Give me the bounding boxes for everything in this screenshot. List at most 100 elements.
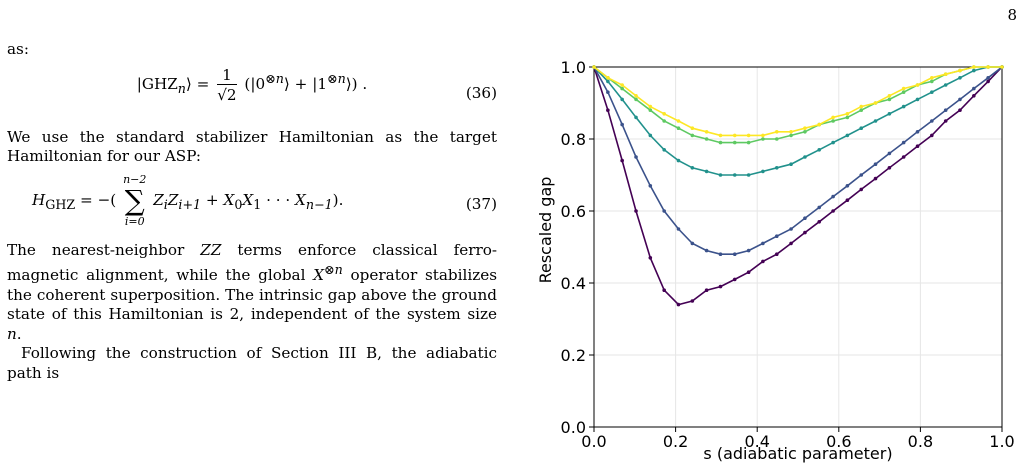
series-1-point [859,187,864,192]
series-5-point [958,68,962,73]
series-5-point [690,126,695,130]
chart-grid [593,66,1003,428]
series-3-point [676,158,681,163]
series-5-point [732,133,737,138]
text-column: as: |GHZn⟩ = 1 √2 (|0⊗n⟩ + |1⊗n⟩) . (36)… [7,40,497,383]
series-1-point [662,288,666,293]
series-1-point [943,119,948,123]
paragraph-1: We use the standard stabilizer Hamiltoni… [7,127,497,166]
series-1-point [746,270,751,275]
series-3-point [943,83,948,87]
series-1-point [972,94,976,98]
series-2-point [606,90,610,94]
series-2-point [662,209,666,213]
series-4-point [718,140,723,145]
y-axis-label: Rescaled gap [536,177,555,284]
series-1-point [817,220,822,224]
series-5-point [915,83,920,87]
series-5-point [831,115,835,120]
series-3-point [634,115,638,120]
series-line-3 [593,66,1002,176]
series-4-point [845,115,850,120]
series-2-point [676,227,681,231]
series-5-point [606,76,610,80]
series-3-point [873,119,878,123]
intro-text: as: [7,40,29,58]
series-3-point [887,112,892,116]
series-4-point [901,90,906,94]
series-1-point [704,288,709,293]
y-tick-label: 0.2 [561,346,586,365]
series-2-point [930,119,934,123]
series-4-point [831,119,835,123]
y-tick-label: 0.6 [561,202,586,221]
series-5-point [704,130,709,134]
series-5-point [676,119,681,123]
series-2-point [718,252,723,256]
series-4-point [704,137,709,141]
series-4-point [634,97,638,102]
series-2-point [943,108,948,112]
series-3-point [620,97,624,102]
page-number: 8 [1007,6,1017,24]
eq36-number: (36) [465,83,497,102]
series-4-point [761,137,765,141]
series-3-point [817,148,822,152]
series-3-point [915,97,920,102]
series-5-point [746,133,751,138]
series-1-point [774,252,779,256]
series-3-point [732,173,737,177]
series-1-point [831,209,835,213]
series-2-point [845,184,850,188]
series-2-point [901,140,906,145]
series-4-point [620,86,624,91]
series-3-point [859,126,864,130]
series-2-point [915,130,920,134]
series-5-point [648,104,653,109]
series-5-point [817,122,822,127]
series-1-point [732,277,737,282]
y-tick-label: 0.8 [561,130,586,149]
series-5-point [845,112,850,116]
series-5-point [943,72,948,76]
series-1-point [873,176,878,181]
series-4-point [676,126,681,130]
series-1-point [986,79,990,84]
series-3-point [662,148,666,152]
series-5-point [1000,65,1004,69]
series-5-point [774,130,779,134]
series-1-point [606,108,610,112]
series-3-point [901,104,906,109]
series-line-2 [593,66,1003,255]
x-tick-label: 0.4 [744,432,769,451]
series-4-point [930,79,934,84]
series-1-point [930,133,934,138]
chart-axes [593,66,1003,428]
paragraph-2: The nearest-neighbor ZZ terms enforce cl… [7,240,497,343]
x-tick-label: 0.6 [826,432,851,451]
series-3-point [606,79,610,84]
series-5-point [986,65,990,69]
series-5-point [930,76,934,80]
series-4-point [732,140,737,145]
x-tick-label: 0.8 [908,432,933,451]
series-4-point [690,133,695,138]
series-3-point [831,140,835,145]
series-3-point [761,169,765,174]
series-5-point [592,65,596,69]
series-1-point [690,299,695,303]
series-5-point [634,94,638,98]
series-1-point [915,144,920,148]
series-1-point [648,255,653,260]
series-2-point [831,194,835,199]
series-1-point [901,155,906,159]
series-3-point [774,166,779,170]
series-4-point [803,130,807,134]
series-3-point [690,166,695,170]
series-5-point [972,65,976,69]
series-1-point [676,302,681,307]
series-2-point [817,205,822,210]
series-line-4 [593,66,1002,144]
series-5-point [873,101,878,105]
